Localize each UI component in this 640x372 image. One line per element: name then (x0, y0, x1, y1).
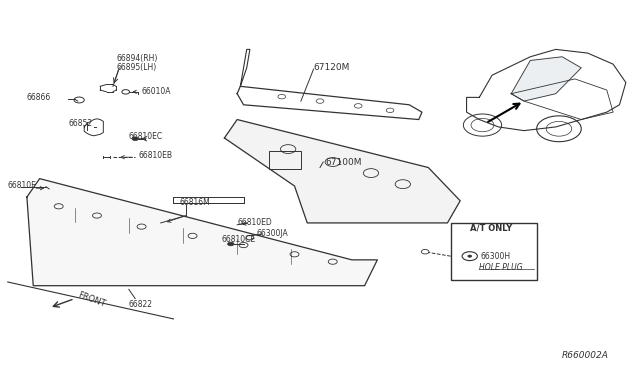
Text: 66810ED: 66810ED (237, 218, 272, 227)
Polygon shape (225, 119, 460, 223)
Text: R660002A: R660002A (562, 351, 609, 360)
Text: 66810E: 66810E (8, 182, 36, 190)
Text: 66300JA: 66300JA (256, 230, 288, 238)
Text: 66810EC: 66810EC (129, 132, 163, 141)
Text: 66010A: 66010A (141, 87, 171, 96)
Text: 66852: 66852 (68, 119, 92, 128)
Text: 66810EB: 66810EB (138, 151, 172, 160)
Text: 66895(LH): 66895(LH) (116, 63, 156, 72)
Text: 66894(RH): 66894(RH) (116, 54, 157, 63)
Text: A/T ONLY: A/T ONLY (470, 224, 512, 233)
Text: 67100M: 67100M (325, 157, 362, 167)
Text: 66816M: 66816M (180, 198, 211, 207)
Text: 66810CE: 66810CE (221, 235, 255, 244)
Text: 67120M: 67120M (314, 63, 350, 72)
Circle shape (132, 137, 138, 141)
Text: 66866: 66866 (27, 93, 51, 102)
Text: 66822: 66822 (129, 300, 153, 309)
Text: FRONT: FRONT (77, 291, 107, 309)
Circle shape (228, 242, 234, 246)
Text: HOLE PLUG: HOLE PLUG (479, 263, 523, 272)
Polygon shape (511, 57, 581, 101)
Polygon shape (27, 179, 378, 286)
Text: 66300H: 66300H (481, 251, 511, 261)
Circle shape (468, 255, 472, 257)
